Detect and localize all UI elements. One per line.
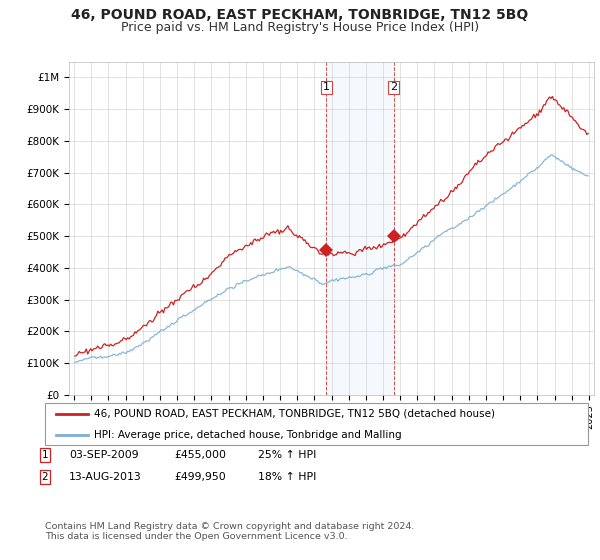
Bar (326, 62, 394, 395)
Text: 13-AUG-2013: 13-AUG-2013 (69, 472, 142, 482)
Text: 1: 1 (41, 450, 49, 460)
Text: 46, POUND ROAD, EAST PECKHAM, TONBRIDGE, TN12 5BQ (detached house): 46, POUND ROAD, EAST PECKHAM, TONBRIDGE,… (94, 409, 495, 419)
Text: 03-SEP-2009: 03-SEP-2009 (69, 450, 139, 460)
Text: 18% ↑ HPI: 18% ↑ HPI (258, 472, 316, 482)
Text: 1: 1 (323, 82, 330, 92)
Text: Contains HM Land Registry data © Crown copyright and database right 2024.
This d: Contains HM Land Registry data © Crown c… (45, 522, 415, 542)
Text: 46, POUND ROAD, EAST PECKHAM, TONBRIDGE, TN12 5BQ: 46, POUND ROAD, EAST PECKHAM, TONBRIDGE,… (71, 8, 529, 22)
Text: £455,000: £455,000 (174, 450, 226, 460)
Text: 25% ↑ HPI: 25% ↑ HPI (258, 450, 316, 460)
Text: Price paid vs. HM Land Registry's House Price Index (HPI): Price paid vs. HM Land Registry's House … (121, 21, 479, 34)
Text: 2: 2 (390, 82, 397, 92)
Text: 2: 2 (41, 472, 49, 482)
Text: £499,950: £499,950 (174, 472, 226, 482)
Text: HPI: Average price, detached house, Tonbridge and Malling: HPI: Average price, detached house, Tonb… (94, 430, 401, 440)
